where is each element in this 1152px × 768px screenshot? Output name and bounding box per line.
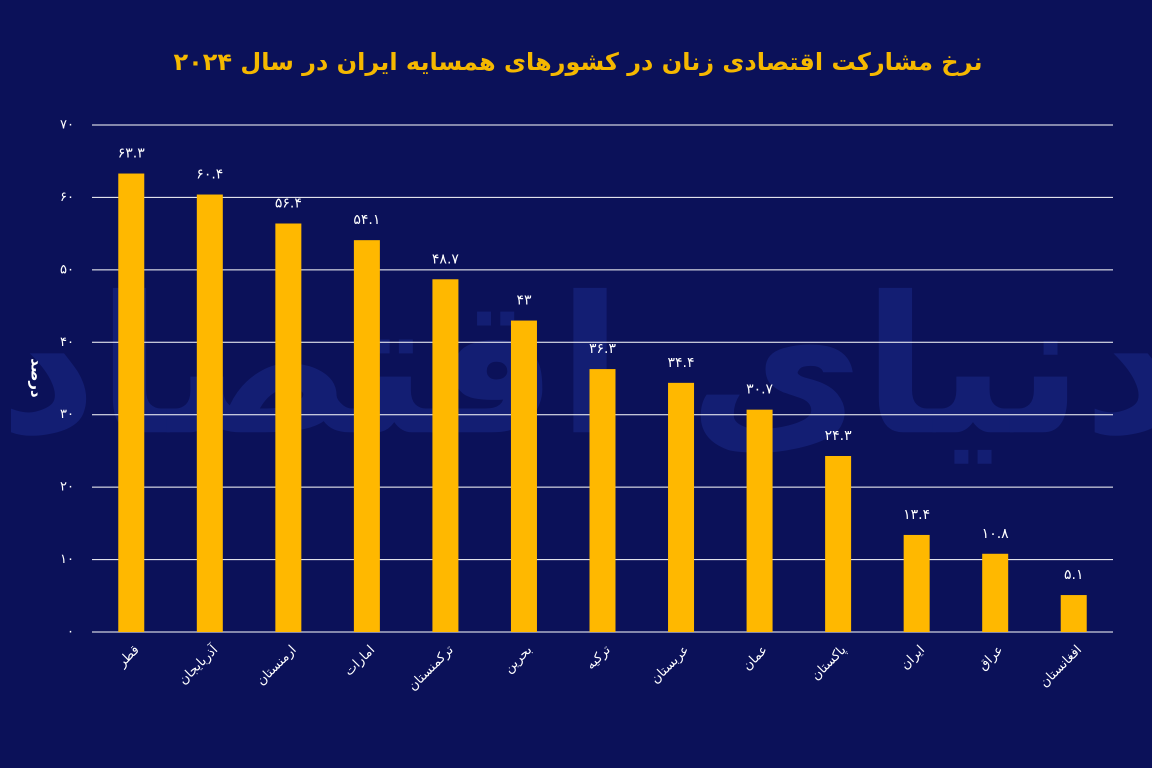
bar — [353, 240, 380, 632]
y-axis-label: درصد — [28, 358, 46, 398]
y-tick-label: ۱۰ — [60, 552, 74, 567]
y-tick-label: ۳۰ — [60, 407, 74, 422]
value-label: ۳۰.۷ — [746, 382, 773, 398]
value-label: ۶۳.۳ — [118, 146, 145, 162]
chart-title: نرخ مشارکت اقتصادی زنان در کشورهای همسای… — [173, 48, 982, 76]
y-tick-label: ۴۰ — [60, 335, 74, 350]
bar — [825, 455, 852, 632]
value-label: ۵۶.۴ — [275, 196, 302, 212]
bar — [1060, 595, 1087, 632]
bar — [589, 369, 616, 632]
watermark: دنیای اقتصاد — [0, 256, 1152, 477]
bar — [746, 409, 773, 632]
bar — [275, 223, 302, 632]
y-tick-label: ۶۰ — [60, 190, 74, 205]
value-label: ۳۴.۴ — [668, 355, 695, 371]
y-tick-label: ۲۰ — [60, 480, 74, 495]
value-label: ۱۰.۸ — [982, 526, 1009, 542]
bar — [982, 553, 1009, 632]
bar — [118, 173, 145, 632]
bar — [196, 194, 223, 632]
bar — [510, 320, 537, 632]
value-label: ۵.۱ — [1064, 567, 1084, 583]
value-label: ۳۶.۳ — [589, 341, 616, 357]
value-label: ۵۴.۱ — [353, 212, 380, 228]
value-label: ۱۳.۴ — [903, 507, 930, 523]
value-label: ۲۴.۳ — [825, 428, 852, 444]
bar — [432, 279, 459, 632]
bar — [903, 534, 930, 632]
value-label: ۴۸.۷ — [432, 251, 459, 267]
value-label: ۴۳ — [516, 293, 532, 309]
bar — [668, 382, 695, 632]
y-tick-label: ۰ — [67, 625, 74, 640]
value-label: ۶۰.۴ — [196, 167, 223, 183]
y-tick-label: ۷۰ — [60, 118, 74, 133]
y-tick-label: ۵۰ — [60, 262, 74, 277]
